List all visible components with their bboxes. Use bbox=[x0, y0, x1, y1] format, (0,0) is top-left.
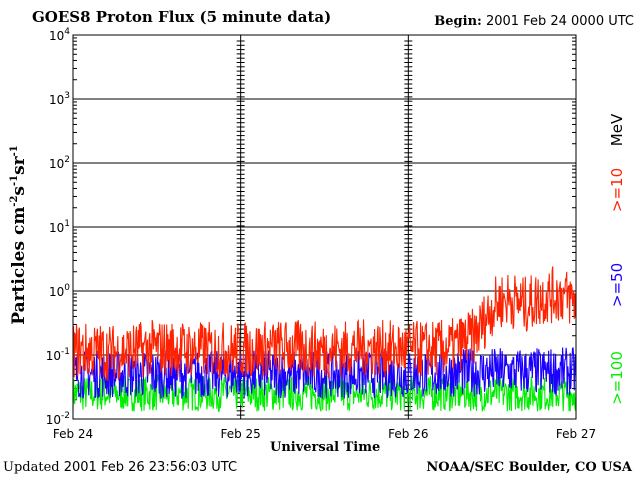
y-tick-label: 10-1 bbox=[46, 347, 70, 363]
series-line-series_50 bbox=[72, 347, 577, 399]
updated-timestamp: Updated 2001 Feb 26 23:56:03 UTC bbox=[3, 460, 237, 475]
credit-text: NOAA/SEC Boulder, CO USA bbox=[426, 460, 632, 475]
updated-label: Updated bbox=[3, 460, 60, 475]
y-tick-label: 104 bbox=[49, 27, 70, 43]
x-tick-label: Feb 26 bbox=[388, 427, 428, 441]
y-tick-label: 101 bbox=[49, 219, 70, 235]
x-tick-label: Feb 27 bbox=[556, 427, 596, 441]
chart-title: GOES8 Proton Flux (5 minute data) bbox=[32, 8, 332, 26]
legend-series-10: >=10 bbox=[608, 168, 626, 212]
x-axis-label: Universal Time bbox=[270, 440, 381, 455]
plot-frame bbox=[72, 34, 577, 420]
y-tick-label: 102 bbox=[49, 155, 70, 171]
series-line-series_10 bbox=[72, 266, 577, 381]
y-tick-label: 10-2 bbox=[46, 411, 70, 427]
y-tick-label: 100 bbox=[49, 283, 70, 299]
legend-series-100: >=100 bbox=[608, 351, 626, 405]
begin-label: Begin: bbox=[434, 14, 482, 29]
updated-value: 2001 Feb 26 23:56:03 UTC bbox=[63, 460, 238, 475]
y-axis-label: Particles cm-2s-1sr-1 bbox=[9, 145, 29, 325]
begin-time: Begin: 2001 Feb 24 0000 UTC bbox=[434, 14, 634, 29]
x-tick-label: Feb 24 bbox=[53, 427, 93, 441]
legend-unit: MeV bbox=[608, 113, 626, 146]
legend-series-50: >=50 bbox=[608, 263, 626, 307]
x-tick-label: Feb 25 bbox=[220, 427, 260, 441]
begin-value: 2001 Feb 24 0000 UTC bbox=[485, 14, 634, 29]
y-tick-label: 103 bbox=[49, 91, 70, 107]
